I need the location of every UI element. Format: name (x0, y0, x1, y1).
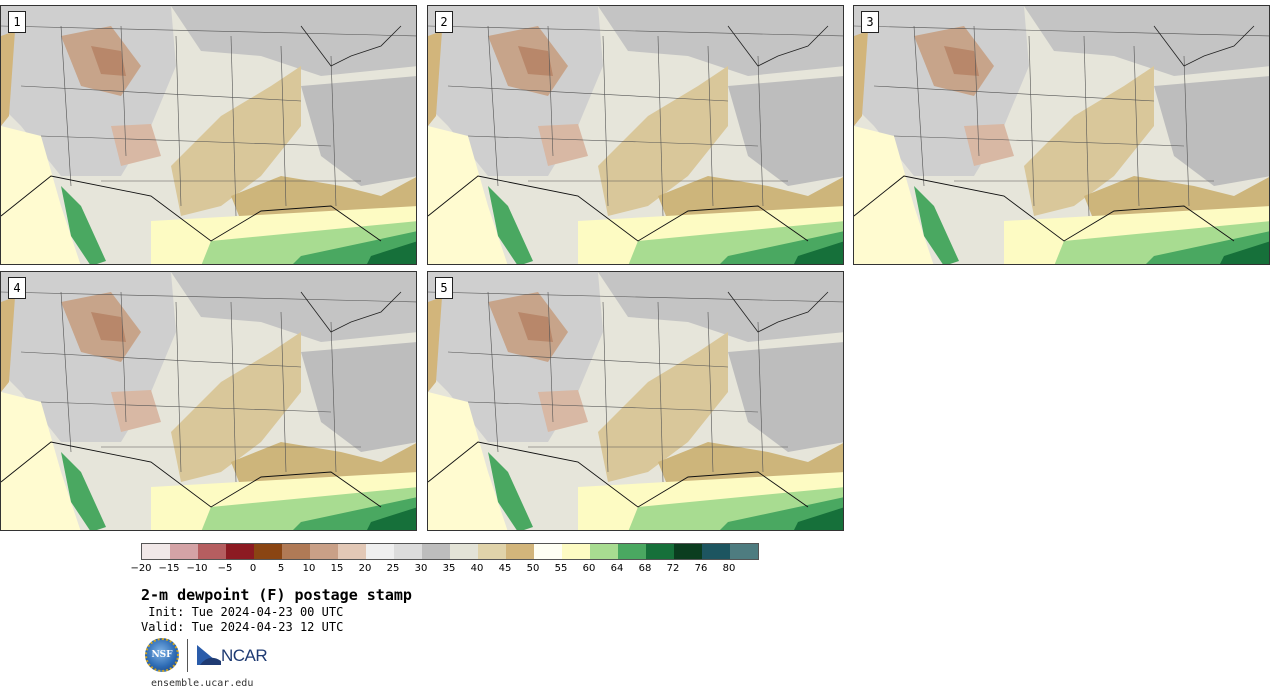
colorbar-swatch (282, 544, 310, 559)
colorbar-tick-label: 45 (498, 563, 512, 574)
colorbar-swatch (254, 544, 282, 559)
colorbar-swatch (170, 544, 198, 559)
colorbar-swatch (702, 544, 730, 559)
colorbar-tick-label: 0 (249, 563, 257, 574)
colorbar-tick-label: 15 (330, 563, 344, 574)
colorbar-swatch (674, 544, 702, 559)
colorbar-swatch (478, 544, 506, 559)
colorbar-tick-label: 76 (694, 563, 708, 574)
panel-number: 2 (435, 11, 453, 33)
colorbar-tick-label: 68 (638, 563, 652, 574)
postage-stamp-panel-5: 5 (427, 271, 844, 531)
panel-number: 4 (8, 277, 26, 299)
nsf-logo: NSF (145, 638, 179, 672)
colorbar-tick-label: 40 (470, 563, 484, 574)
panel-number: 5 (435, 277, 453, 299)
ncar-logo: NCAR (197, 643, 273, 667)
colorbar-tick-label: 20 (358, 563, 372, 574)
colorbar-tick-label: 35 (442, 563, 456, 574)
colorbar (141, 543, 759, 560)
colorbar-swatch (338, 544, 366, 559)
dewpoint-map-3 (854, 6, 1269, 264)
valid-time: Valid: Tue 2024-04-23 12 UTC (141, 620, 344, 634)
panel-number: 3 (861, 11, 879, 33)
panel-number: 1 (8, 11, 26, 33)
postage-stamp-panel-3: 3 (853, 5, 1270, 265)
init-time: Init: Tue 2024-04-23 00 UTC (141, 605, 344, 619)
colorbar-tick-label: −15 (158, 563, 180, 574)
colorbar-swatch (394, 544, 422, 559)
chart-title: 2-m dewpoint (F) postage stamp (141, 586, 412, 604)
colorbar-tick-label: 72 (666, 563, 680, 574)
colorbar-swatch (422, 544, 450, 559)
ncar-mark-icon (197, 645, 221, 665)
colorbar-tick-label: −10 (186, 563, 208, 574)
colorbar-tick-label: 60 (582, 563, 596, 574)
colorbar-tick-label: 10 (302, 563, 316, 574)
nsf-logo-text: NSF (151, 650, 173, 660)
colorbar-swatch (450, 544, 478, 559)
postage-stamp-panel-1: 1 (0, 5, 417, 265)
dewpoint-map-2 (428, 6, 843, 264)
colorbar-swatch (562, 544, 590, 559)
colorbar-tick-label: 30 (414, 563, 428, 574)
colorbar-tick-label: 55 (554, 563, 568, 574)
colorbar-swatch (310, 544, 338, 559)
colorbar-swatch (534, 544, 562, 559)
colorbar-swatch (646, 544, 674, 559)
colorbar-tick-label: −5 (217, 563, 233, 574)
colorbar-tick-label: 64 (610, 563, 624, 574)
dewpoint-map-4 (1, 272, 416, 530)
logo-divider (187, 639, 188, 672)
dewpoint-map-1 (1, 6, 416, 264)
colorbar-tick-label: 80 (722, 563, 736, 574)
dewpoint-map-5 (428, 272, 843, 530)
colorbar-swatch (366, 544, 394, 559)
colorbar-swatch (142, 544, 170, 559)
site-url: ensemble.ucar.edu (151, 678, 254, 689)
colorbar-swatch (618, 544, 646, 559)
colorbar-tick-label: 25 (386, 563, 400, 574)
postage-stamp-panel-4: 4 (0, 271, 417, 531)
colorbar-tick-label: −20 (130, 563, 152, 574)
colorbar-tick-label: 5 (277, 563, 285, 574)
ncar-logo-text: NCAR (221, 646, 268, 665)
colorbar-swatch (506, 544, 534, 559)
colorbar-swatch (226, 544, 254, 559)
colorbar-swatch (198, 544, 226, 559)
colorbar-swatch (730, 544, 758, 559)
colorbar-tick-label: 50 (526, 563, 540, 574)
colorbar-tick-labels: −20 −15 −10 −5 0 5 10 15 20 25 30 35 40 45 50 55 60 64 68 7… (0, 563, 800, 577)
postage-stamp-panel-2: 2 (427, 5, 844, 265)
colorbar-swatch (590, 544, 618, 559)
